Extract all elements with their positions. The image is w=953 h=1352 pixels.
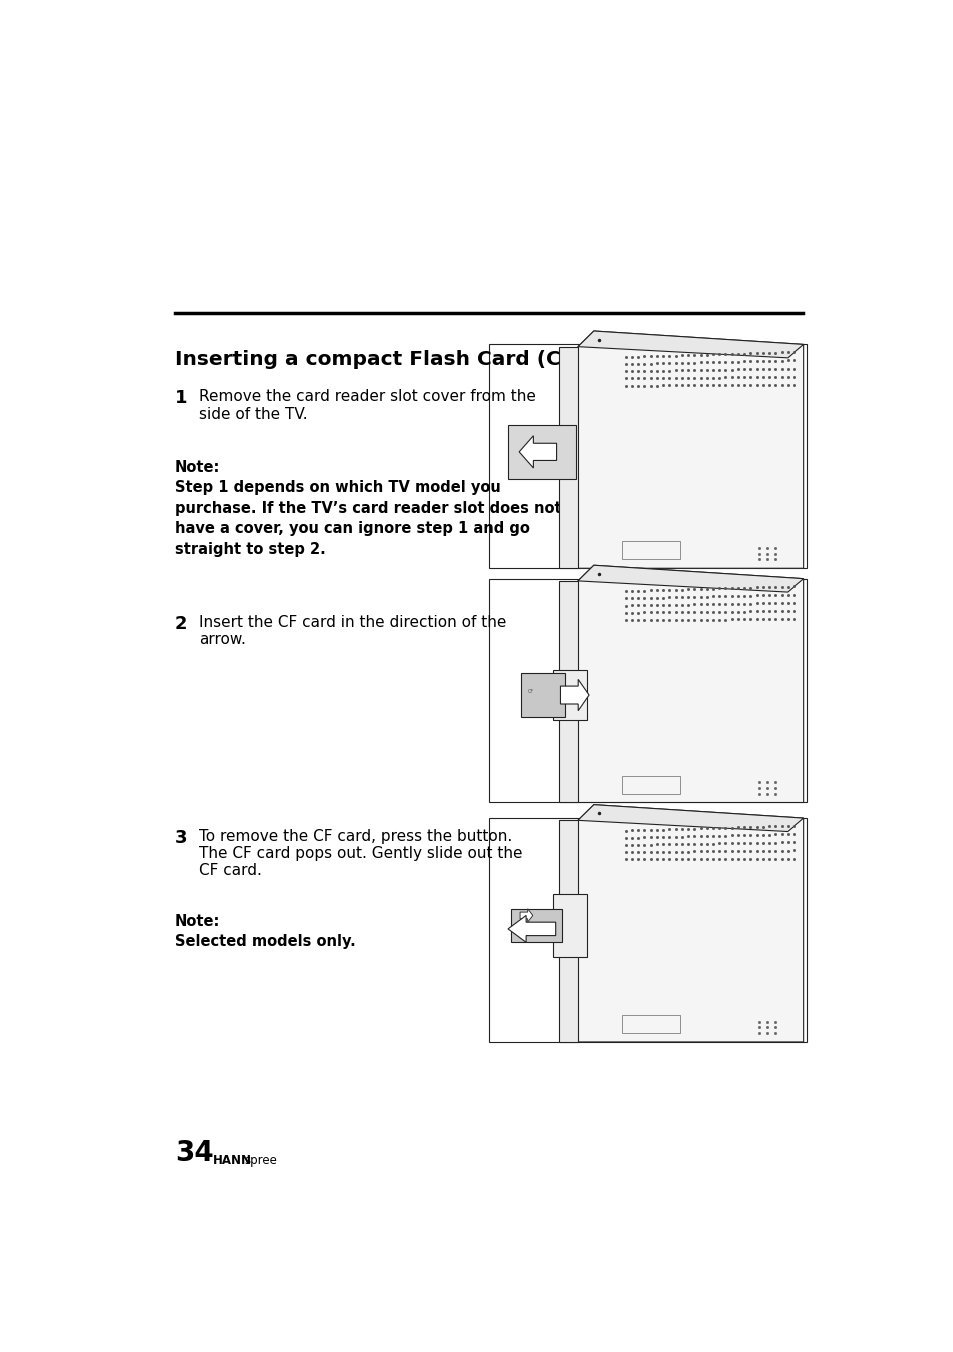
Polygon shape: [518, 435, 556, 468]
Polygon shape: [578, 804, 802, 1042]
Text: Insert the CF card in the direction of the
arrow.: Insert the CF card in the direction of t…: [199, 615, 506, 648]
Polygon shape: [559, 679, 588, 711]
Polygon shape: [519, 909, 532, 922]
Polygon shape: [507, 915, 555, 942]
Polygon shape: [578, 804, 802, 831]
Text: Note:
Selected models only.: Note: Selected models only.: [174, 914, 355, 949]
Bar: [558, 821, 578, 1042]
Text: HANN: HANN: [213, 1153, 252, 1167]
Bar: [562, 677, 574, 713]
Bar: [621, 776, 679, 794]
Bar: [488, 818, 806, 1042]
Polygon shape: [578, 331, 802, 358]
Bar: [621, 541, 679, 560]
Text: 34: 34: [174, 1138, 213, 1167]
Bar: [621, 1015, 679, 1033]
Polygon shape: [578, 565, 802, 592]
Bar: [507, 425, 576, 479]
Text: 3: 3: [174, 829, 187, 846]
Text: 1: 1: [174, 389, 187, 407]
Bar: [558, 581, 578, 803]
Text: Remove the card reader slot cover from the
side of the TV.: Remove the card reader slot cover from t…: [199, 389, 536, 422]
Text: CF: CF: [527, 688, 533, 694]
Bar: [562, 907, 574, 944]
Bar: [558, 346, 578, 568]
Bar: [488, 345, 806, 568]
Bar: [562, 434, 574, 469]
Text: Note:
Step 1 depends on which TV model you
purchase. If the TV’s card reader slo: Note: Step 1 depends on which TV model y…: [174, 460, 560, 557]
Polygon shape: [578, 331, 802, 568]
Bar: [552, 894, 587, 957]
Polygon shape: [578, 565, 802, 803]
Text: To remove the CF card, press the button.
The CF card pops out. Gently slide out : To remove the CF card, press the button.…: [199, 829, 522, 879]
Text: spree: spree: [244, 1153, 276, 1167]
Bar: [520, 673, 564, 718]
Bar: [552, 671, 587, 719]
Text: Inserting a compact Flash Card (CF card): Inserting a compact Flash Card (CF card): [174, 350, 639, 369]
Text: 2: 2: [174, 615, 187, 633]
Bar: [488, 579, 806, 803]
Bar: [511, 909, 561, 942]
